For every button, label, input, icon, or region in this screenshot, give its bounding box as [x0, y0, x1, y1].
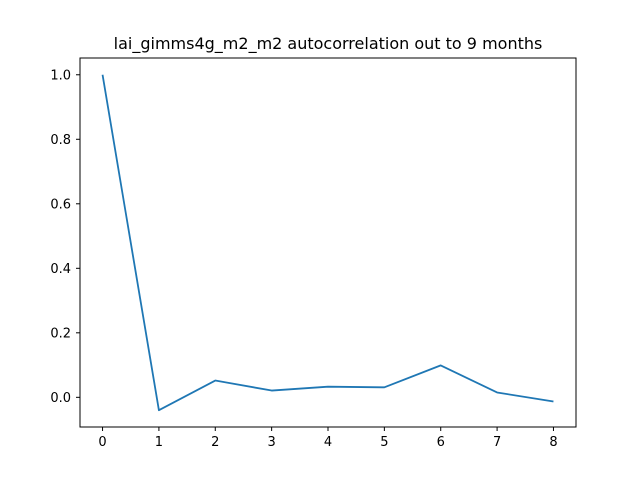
y-tick-label: 0.2 [50, 326, 71, 341]
x-tick-label: 8 [549, 435, 557, 450]
y-tick-label: 0.0 [50, 391, 71, 406]
y-axis: 0.0 0.2 0.4 0.6 0.8 1.0 [50, 68, 80, 406]
x-tick-label: 1 [155, 435, 163, 450]
chart-title: lai_gimms4g_m2_m2 autocorrelation out to… [114, 34, 543, 54]
x-tick-label: 2 [211, 435, 219, 450]
x-tick-label: 5 [380, 435, 388, 450]
y-tick-label: 0.8 [50, 133, 71, 148]
y-tick-label: 0.4 [50, 262, 71, 277]
x-tick-label: 0 [98, 435, 106, 450]
y-tick-label: 1.0 [50, 68, 71, 83]
plot-frame [79, 57, 577, 428]
x-tick-label: 4 [324, 435, 332, 450]
x-tick-label: 3 [267, 435, 275, 450]
series-layer [101, 74, 554, 412]
x-tick-label: 6 [437, 435, 445, 450]
y-tick-label: 0.6 [50, 197, 71, 212]
series-line [101, 74, 554, 412]
x-tick-label: 7 [493, 435, 501, 450]
x-axis: 0 1 2 3 4 5 6 7 8 [98, 427, 558, 450]
